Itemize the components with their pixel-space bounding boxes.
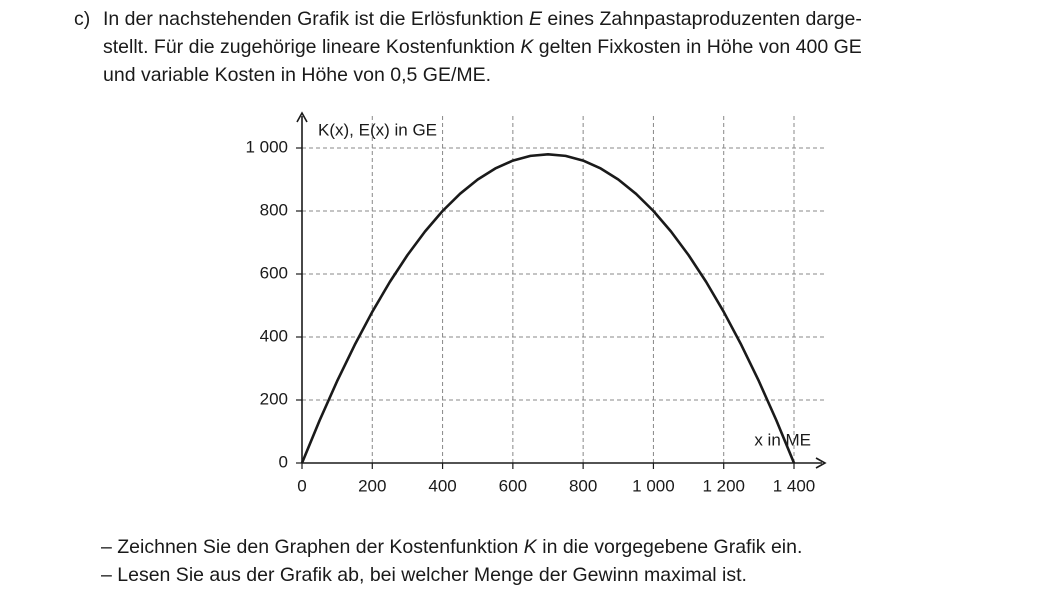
text-segment: eines Zahnpastaproduzenten darge- xyxy=(542,8,862,30)
x-tick-label: 0 xyxy=(297,476,306,495)
y-tick-label: 800 xyxy=(260,200,288,219)
text-segment: – Zeichnen Sie den Graphen der Kostenfun… xyxy=(101,536,524,558)
text-segment: E xyxy=(529,8,543,30)
text-segment: In der nachstehenden Grafik ist die Erlö… xyxy=(103,8,529,30)
x-tick-label: 1 200 xyxy=(702,476,745,495)
text-line: und variable Kosten in Höhe von 0,5 GE/M… xyxy=(103,64,491,87)
text-line: stellt. Für die zugehörige lineare Koste… xyxy=(103,36,862,59)
text-segment: und variable Kosten in Höhe von 0,5 GE/M… xyxy=(103,64,492,86)
text-line: – Lesen Sie aus der Grafik ab, bei welch… xyxy=(101,564,747,587)
y-arrow xyxy=(296,111,308,123)
text-segment: K xyxy=(523,536,537,558)
y-tick-label: 0 xyxy=(279,452,288,471)
x-tick-label: 200 xyxy=(358,476,386,495)
x-tick-label: 1 000 xyxy=(632,476,675,495)
x-tick-label: 800 xyxy=(569,476,597,495)
text-segment: stellt. Für die zugehörige lineare Koste… xyxy=(103,36,521,58)
text-segment: in die vorgegebene Grafik ein. xyxy=(536,536,803,558)
x-tick-label: 600 xyxy=(499,476,527,495)
y-tick-label: 400 xyxy=(260,326,288,345)
text-segment: gelten Fixkosten in Höhe von 400 GE xyxy=(533,36,862,58)
text-segment: – Lesen Sie aus der Grafik ab, bei welch… xyxy=(101,564,747,586)
x-axis-label: x in ME xyxy=(754,430,811,449)
text-line: – Zeichnen Sie den Graphen der Kostenfun… xyxy=(101,536,802,559)
text-line: In der nachstehenden Grafik ist die Erlö… xyxy=(103,8,862,31)
y-tick-label: 1 000 xyxy=(245,137,288,156)
y-tick-label: 600 xyxy=(260,263,288,282)
text-segment: K xyxy=(520,36,534,58)
exercise-label: c) xyxy=(74,8,91,30)
x-tick-label: 400 xyxy=(428,476,456,495)
revenue-curve xyxy=(300,153,796,464)
x-tick-label: 1 400 xyxy=(773,476,816,495)
y-axis-label: K(x), E(x) in GE xyxy=(318,120,437,139)
x-arrow xyxy=(815,457,827,469)
y-tick-label: 200 xyxy=(260,389,288,408)
